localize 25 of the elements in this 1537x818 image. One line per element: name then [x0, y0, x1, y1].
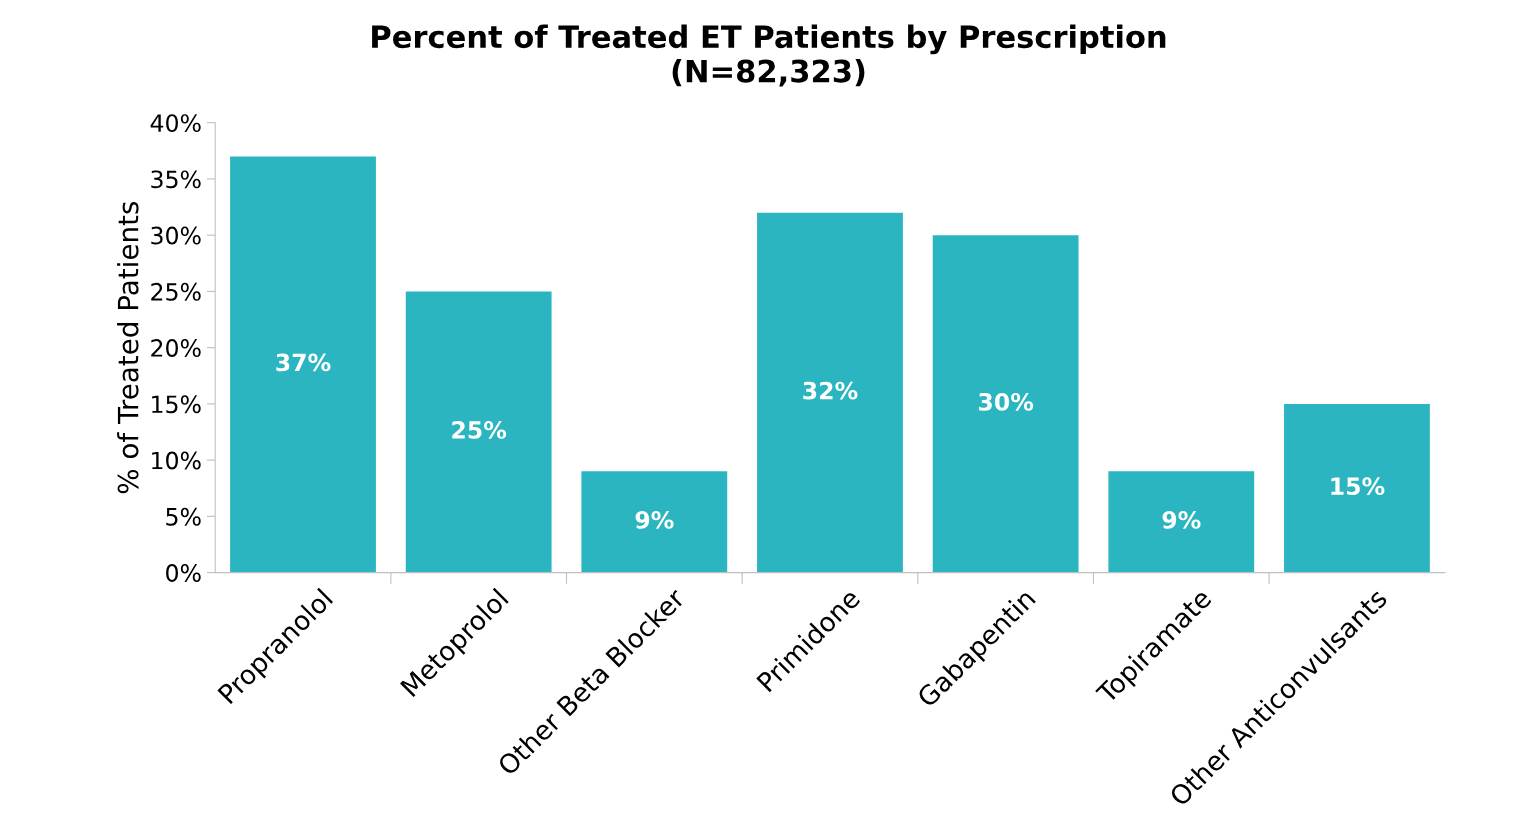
y-tick-label: 25%: [151, 282, 201, 301]
bar: [932, 235, 1079, 573]
bar: [230, 156, 376, 573]
y-tick-label: 15%: [152, 395, 201, 414]
y-tick-label: 40%: [150, 114, 201, 133]
data-label: 9%: [1162, 510, 1201, 529]
bar: [1108, 471, 1255, 573]
bar: [405, 291, 552, 573]
data-label: 9%: [635, 510, 674, 529]
y-tick-label: 20%: [151, 339, 201, 357]
data-label: 15%: [1331, 477, 1385, 496]
bar: [757, 212, 903, 573]
y-tick-label: 5%: [166, 507, 201, 526]
data-label: 30%: [978, 392, 1034, 411]
data-label: 37%: [276, 353, 331, 372]
bar: [581, 471, 728, 573]
y-tick-label: 30%: [151, 226, 201, 245]
y-tick-label: 0%: [166, 564, 201, 582]
y-axis-title: % of Treated Patients: [117, 201, 139, 494]
y-tick-label: 10%: [152, 451, 201, 470]
data-label: 25%: [452, 421, 507, 439]
chart-title: Percent of Treated ET Patients by Prescription (N=82,323): [372, 24, 1166, 87]
bar: [1284, 403, 1430, 573]
data-label: 32%: [803, 381, 858, 400]
y-tick-label: 35%: [151, 170, 201, 189]
